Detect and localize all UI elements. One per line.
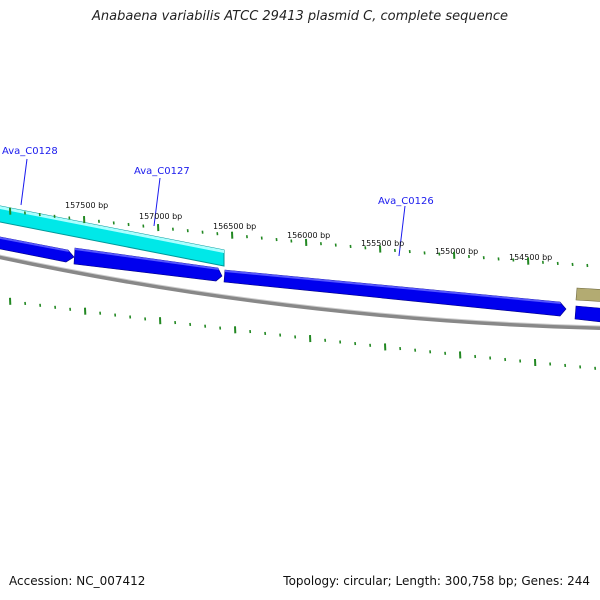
gene-label[interactable]: Ava_C0126 [378, 196, 434, 207]
gene-label-leader [398, 205, 406, 257]
backbone-line-highlight [0, 254, 600, 327]
tick-label: 156500 bp [213, 222, 256, 231]
gene-ava-c0127-reverse[interactable] [73, 247, 223, 282]
tick-label: 155000 bp [435, 247, 478, 256]
gene-label[interactable]: Ava_C0127 [134, 166, 190, 177]
gene-ava-c0127[interactable] [0, 204, 225, 267]
gene-label-leader [153, 177, 161, 227]
gene-next-reverse[interactable] [574, 305, 600, 323]
tick-row-outer [9, 207, 589, 268]
tick-label: 154500 bp [509, 253, 552, 262]
accession-text: Accession: NC_007412 [9, 574, 146, 588]
tick-row-inner [9, 297, 597, 370]
backbone-line [0, 255, 600, 330]
topology-summary: Topology: circular; Length: 300,758 bp; … [283, 574, 590, 588]
gene-ava-c0128[interactable] [0, 235, 75, 263]
map-title: Anabaena variabilis ATCC 29413 plasmid C… [92, 9, 508, 24]
tick-label: 156000 bp [287, 231, 330, 240]
gene-label-leader [20, 158, 28, 206]
tick-label: 157000 bp [139, 212, 182, 221]
feature-olive[interactable] [575, 287, 600, 302]
gene-ava-c0126[interactable] [223, 269, 567, 317]
tick-label: 155500 bp [361, 239, 404, 248]
tick-label: 157500 bp [65, 201, 108, 210]
gene-label[interactable]: Ava_C0128 [2, 146, 58, 157]
